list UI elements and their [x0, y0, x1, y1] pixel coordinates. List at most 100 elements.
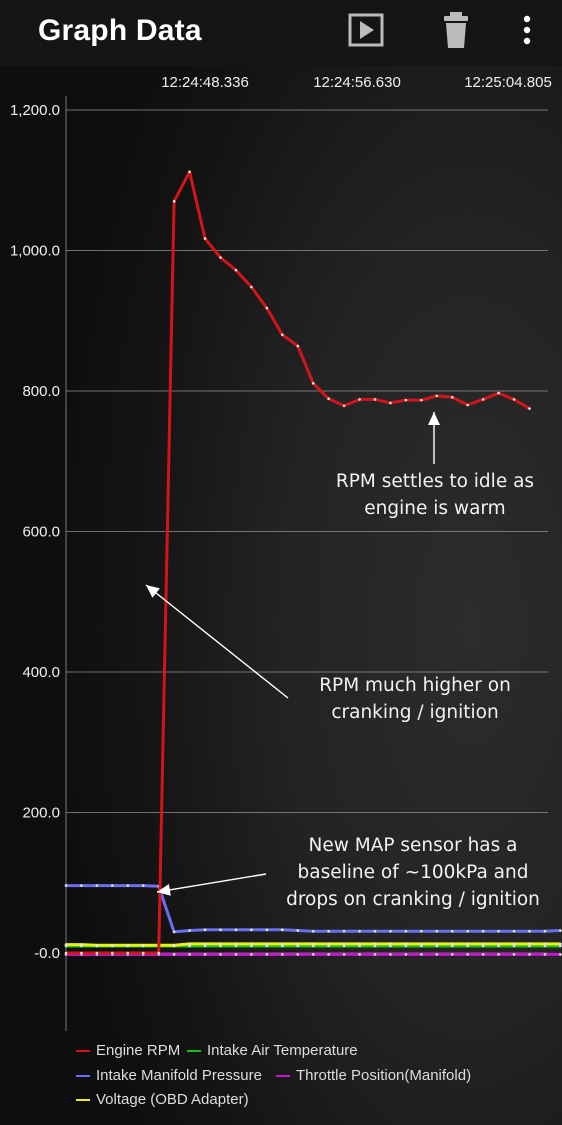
legend-item-engine-rpm[interactable]: Engine RPM: [76, 1042, 180, 1059]
data-point: [234, 268, 238, 272]
data-point: [450, 396, 454, 399]
data-point: [466, 953, 470, 956]
data-point: [466, 942, 470, 946]
data-point: [559, 929, 562, 932]
data-point: [265, 942, 269, 946]
data-point: [172, 953, 176, 956]
data-point: [111, 943, 114, 947]
data-point: [203, 942, 207, 946]
annotation-map-line2: baseline of ~100kPa and: [297, 862, 529, 883]
data-point: [497, 942, 500, 946]
data-point: [358, 398, 361, 401]
data-point: [512, 953, 516, 956]
arrow-cranking: [145, 584, 289, 699]
data-point: [64, 943, 68, 946]
y-tick-label: -0.0: [34, 945, 60, 962]
data-point: [141, 884, 145, 887]
data-point: [420, 929, 423, 933]
legend-swatch: [76, 1075, 90, 1078]
y-tick-label: 600.0: [22, 524, 60, 541]
data-point: [450, 953, 454, 956]
app-bar: Graph Data: [0, 0, 562, 66]
y-tick-label: 400.0: [22, 664, 60, 681]
data-point: [327, 929, 330, 933]
arrow-cranking-head: [146, 585, 160, 598]
data-point: [126, 884, 130, 887]
legend-item-voltage[interactable]: Voltage (OBD Adapter): [76, 1091, 249, 1108]
legend-swatch: [187, 1050, 201, 1053]
data-point: [250, 953, 253, 956]
data-point: [358, 929, 361, 933]
data-point: [203, 928, 207, 932]
data-point: [528, 942, 531, 946]
chart-area: 1,200.0 1,000.0 800.0 600.0 400.0 200.0 -0.0 1…: [0, 66, 562, 1125]
more-vert-icon[interactable]: [506, 10, 550, 54]
annotation-idle-line2: engine is warm: [364, 498, 506, 519]
data-point: [389, 401, 392, 405]
data-point: [497, 929, 500, 933]
data-point: [80, 884, 83, 887]
data-point: [188, 942, 191, 946]
y-tick-label: 800.0: [22, 383, 60, 400]
data-point: [219, 953, 222, 956]
data-point: [512, 942, 516, 946]
data-point: [543, 942, 547, 946]
data-point: [327, 953, 330, 956]
annotation-cranking: RPM much higher on cranking / ignition: [290, 672, 540, 726]
data-point: [188, 929, 191, 932]
data-point: [111, 951, 114, 955]
trash-icon[interactable]: [434, 10, 478, 54]
play-icon[interactable]: [345, 10, 389, 54]
data-point: [141, 951, 145, 955]
data-point: [497, 953, 500, 956]
data-point: [342, 953, 346, 956]
legend-item-intake-air-temperature[interactable]: Intake Air Temperature: [187, 1042, 358, 1059]
annotation-cranking-line1: RPM much higher on: [319, 675, 511, 696]
data-point: [281, 928, 284, 932]
annotation-map-line3: drops on cranking / ignition: [286, 889, 540, 910]
data-point: [528, 929, 531, 933]
annotation-map-line1: New MAP sensor has a: [308, 835, 518, 856]
annotation-idle-line1: RPM settles to idle as: [335, 471, 535, 492]
legend-label: Intake Manifold Pressure: [96, 1067, 262, 1084]
data-point: [234, 928, 238, 932]
y-tick-label: 1,000.0: [10, 243, 60, 260]
data-point: [80, 943, 83, 946]
data-point: [281, 953, 284, 956]
data-point: [420, 953, 423, 956]
data-point: [358, 953, 361, 956]
data-point: [481, 953, 485, 956]
data-point: [250, 928, 253, 932]
data-point: [311, 953, 315, 956]
data-point: [95, 884, 99, 887]
data-point: [311, 929, 315, 933]
annotation-idle: RPM settles to idle as engine is warm: [330, 468, 540, 522]
legend-label: Throttle Position(Manifold): [296, 1067, 472, 1084]
data-point: [234, 942, 238, 946]
data-point: [450, 942, 454, 946]
data-point: [219, 942, 222, 946]
data-point: [172, 930, 176, 934]
data-point: [435, 929, 439, 933]
data-point: [358, 942, 361, 946]
data-point: [203, 953, 207, 956]
data-point: [64, 884, 68, 887]
legend-item-intake-manifold-pressure[interactable]: Intake Manifold Pressure: [76, 1067, 262, 1084]
data-point: [404, 942, 408, 946]
data-point: [404, 953, 408, 956]
data-point: [234, 953, 238, 956]
data-point: [389, 929, 392, 933]
data-point: [481, 942, 485, 946]
data-point: [126, 943, 130, 947]
legend-item-throttle-position[interactable]: Throttle Position(Manifold): [276, 1067, 471, 1084]
data-point: [296, 929, 300, 932]
data-point: [373, 929, 377, 933]
data-point: [64, 951, 68, 955]
legend-label: Intake Air Temperature: [207, 1042, 358, 1059]
data-point: [435, 953, 439, 956]
page-title: Graph Data: [38, 14, 202, 47]
data-point: [342, 929, 346, 933]
data-point: [203, 237, 207, 240]
data-point: [296, 953, 300, 956]
line-chart[interactable]: 1,200.0 1,000.0 800.0 600.0 400.0 200.0 -0.0 1…: [0, 66, 562, 1125]
